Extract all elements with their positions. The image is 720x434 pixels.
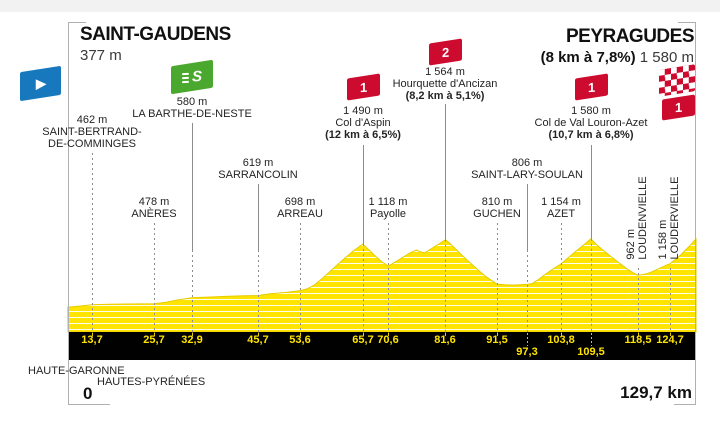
km-marker: 13,7 — [81, 334, 103, 346]
km-marker: 124,7 — [656, 334, 684, 346]
waypoint-label-vertical: 962 m LOUDENVIELLE — [625, 176, 649, 260]
waypoint-name: ARREAU — [277, 208, 323, 220]
km-marker: 97,3 — [516, 346, 538, 358]
km-marker: 81,6 — [434, 334, 456, 346]
waypoint-elevation: 1 118 m — [368, 196, 408, 208]
waypoint-elevation: 1 564 m — [425, 66, 465, 78]
climb-gradient: (12 km à 6,5%) — [325, 129, 401, 141]
km-marker: 32,9 — [181, 334, 203, 346]
waypoint-elevation: 806 m — [511, 157, 543, 169]
km-marker: 70,6 — [377, 334, 399, 346]
waypoint-elevation: 1 580 m — [571, 105, 611, 117]
km-marker: 53,6 — [289, 334, 311, 346]
waypoint-name: Payolle — [369, 208, 407, 220]
waypoint-name: Hourquette d'Ancizan — [392, 78, 498, 90]
start-header: SAINT-GAUDENS 377 m — [80, 24, 231, 64]
climb-gradient: (8,2 km à 5,1%) — [405, 90, 485, 102]
waypoint-name: SARRANCOLIN — [218, 169, 298, 181]
waypoint-elevation: 619 m — [242, 157, 274, 169]
km-marker: 109,5 — [577, 346, 605, 358]
waypoint-name: DE-COMMINGES — [48, 138, 136, 150]
finish-gradient: (8 km à 7,8%) — [540, 49, 636, 66]
waypoint-name: ANÈRES — [131, 208, 177, 220]
waypoint-elevation: 1 154 m — [541, 196, 581, 208]
waypoint-elevation: 580 m — [176, 96, 208, 108]
climb-gradient: (10,7 km à 6,8%) — [548, 129, 634, 141]
waypoint-name: Col de Val Louron-Azet — [534, 117, 648, 129]
km-zero-label: 0 — [83, 384, 93, 403]
km-marker: 65,7 — [352, 334, 374, 346]
km-marker: 118,5 — [624, 334, 652, 346]
km-marker: 91,5 — [486, 334, 508, 346]
department-label: HAUTES-PYRÉNÉES — [97, 376, 206, 388]
waypoint-elevation: 462 m — [76, 114, 108, 126]
waypoint-name: LA BARTHE-DE-NESTE — [132, 108, 252, 120]
start-city-title: SAINT-GAUDENS — [80, 24, 231, 45]
waypoint-name: AZET — [546, 208, 576, 220]
department-label: HAUTE-GARONNE — [28, 365, 125, 377]
finish-city-title: PEYRAGUDES — [565, 26, 695, 47]
waypoint-name: GUCHEN — [473, 208, 521, 220]
waypoint-label-vertical: 1 158 m LOUDERVIELLE — [657, 176, 681, 260]
km-marker: 103,8 — [547, 334, 575, 346]
page-top-strip — [0, 0, 720, 12]
km-marker: 25,7 — [143, 334, 165, 346]
waypoint-elevation: 478 m — [138, 196, 170, 208]
start-elevation: 377 m — [80, 47, 122, 64]
finish-header: PEYRAGUDES (8 km à 7,8%) 1 580 m — [540, 26, 695, 66]
play-icon: ▶ — [35, 75, 46, 91]
km-marker: 45,7 — [247, 334, 269, 346]
waypoint-elevation: 698 m — [284, 196, 316, 208]
finish-checkered-flag-icon — [659, 64, 695, 97]
waypoint-elevation: 810 m — [481, 196, 513, 208]
waypoint-name: SAINT-LARY-SOULAN — [471, 169, 583, 181]
finish-elevation: 1 580 m — [639, 49, 694, 66]
waypoint-elevation: 1 490 m — [343, 105, 383, 117]
total-distance-label: 129,7 km — [620, 383, 692, 402]
waypoint-name: SAINT-BERTRAND- — [42, 126, 142, 138]
waypoint-name: Col d'Aspin — [335, 117, 391, 129]
